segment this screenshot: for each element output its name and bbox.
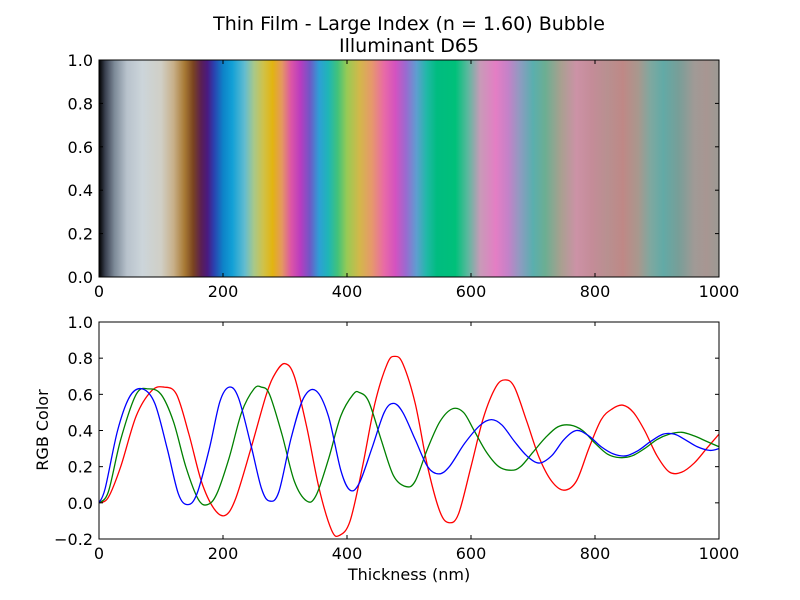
bottom-axes-frame xyxy=(98,321,720,540)
y-axis-label: RGB Color xyxy=(33,389,52,471)
top-y-tick-label-1: 0.2 xyxy=(68,225,93,244)
chart-subtitle: Illuminant D65 xyxy=(339,35,479,57)
bottom-x-tick-label-1: 200 xyxy=(208,544,239,563)
bottom-x-tick-label-3: 600 xyxy=(456,544,487,563)
bottom-x-tick-label-2: 400 xyxy=(332,544,363,563)
top-x-tick-label-2: 400 xyxy=(332,282,363,301)
series-line-2 xyxy=(99,386,719,506)
top-x-tick-label-3: 600 xyxy=(456,282,487,301)
bottom-y-tick-label-4: 0.6 xyxy=(68,385,93,404)
top-x-tick-label-4: 800 xyxy=(580,282,611,301)
bottom-y-tick-label-0: −0.2 xyxy=(54,530,93,549)
bottom-y-tick-label-2: 0.2 xyxy=(68,458,93,477)
top-x-tick-label-1: 200 xyxy=(208,282,239,301)
top-x-tick-label-0: 0 xyxy=(94,282,104,301)
top-axes-frame xyxy=(98,59,720,278)
series-lines xyxy=(99,355,719,538)
top-axis-ticks: 0 200 400 600 800 1000 0.0 0.2 0.4 0.6 0.8 1.0 xyxy=(68,51,740,301)
rgb-line-panel: 0 200 400 600 800 1000−0.20.00.20.40.60.81.0 … xyxy=(33,313,739,584)
series-line-0 xyxy=(99,355,719,538)
color-stripe xyxy=(99,60,719,277)
top-y-tick-label-2: 0.4 xyxy=(68,181,93,200)
bottom-x-tick-label-4: 800 xyxy=(580,544,611,563)
bottom-y-tick-label-5: 0.8 xyxy=(68,349,93,368)
bottom-x-tick-label-0: 0 xyxy=(94,544,104,563)
bottom-y-tick-label-6: 1.0 xyxy=(68,313,93,332)
color-stripe-panel: 0 200 400 600 800 1000 0.0 0.2 0.4 0.6 0.8 1.0 xyxy=(68,51,740,301)
bottom-axis-ticks: 0 200 400 600 800 1000 −0.2 0.0 0.2 0.4 0.6 0.8 1.0 xyxy=(54,313,739,563)
bottom-x-tick-label-5: 1000 xyxy=(699,544,740,563)
top-x-tick-label-5: 1000 xyxy=(699,282,740,301)
top-y-tick-label-5: 1.0 xyxy=(68,51,93,70)
top-y-tick-label-4: 0.8 xyxy=(68,94,93,113)
bottom-y-tick-label-1: 0.0 xyxy=(68,494,93,513)
chart-title: Thin Film - Large Index (n = 1.60) Bubbl… xyxy=(212,13,605,35)
top-y-tick-label-0: 0.0 xyxy=(68,268,93,287)
x-axis-label: Thickness (nm) xyxy=(347,565,470,584)
top-y-tick-label-3: 0.6 xyxy=(68,138,93,157)
bottom-y-tick-label-3: 0.4 xyxy=(68,422,93,441)
series-line-1 xyxy=(99,385,719,506)
